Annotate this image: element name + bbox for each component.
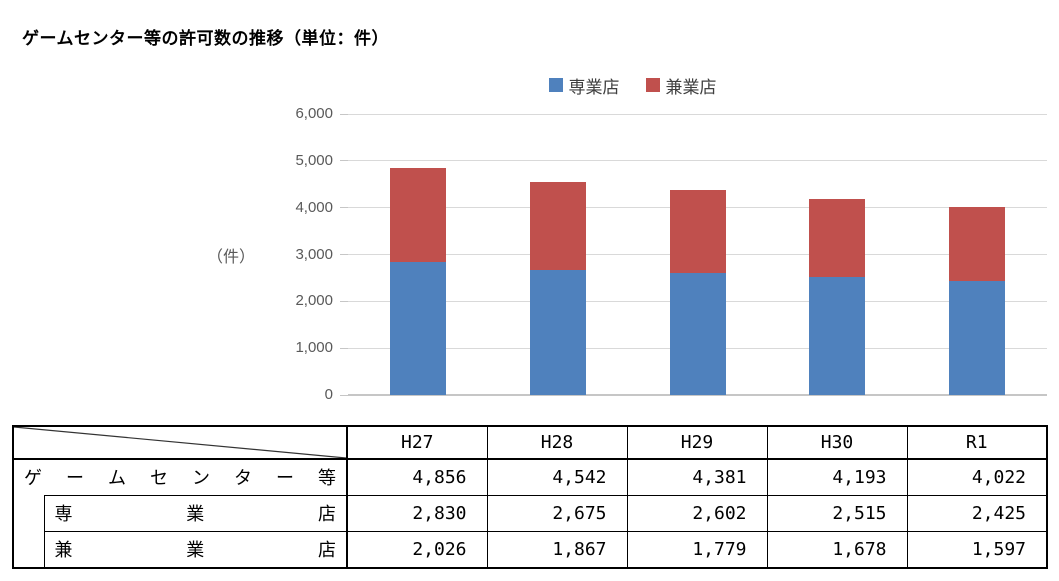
cell-total-h27: 4,856	[346, 458, 488, 496]
col-header-h28: H28	[486, 425, 628, 460]
col-header-h29: H29	[626, 425, 768, 460]
bar-segment-H27-kengyoten	[389, 167, 446, 263]
legend-label: 専業店	[568, 77, 620, 97]
cell-total-h29: 4,381	[626, 458, 768, 496]
bar-segment-H29-senyoten	[669, 273, 726, 395]
y-axis-tick-label: 2,000	[295, 292, 333, 310]
cell-total-h28: 4,542	[486, 458, 628, 496]
y-axis-tick-label: 5,000	[295, 151, 333, 169]
diagonal-line	[14, 427, 346, 458]
cell-total-r1: 4,022	[906, 458, 1048, 496]
legend: 専業店 兼業店	[215, 73, 1050, 98]
legend-swatch-blue	[548, 78, 563, 92]
indent-cell	[13, 495, 45, 531]
col-header-h30: H30	[766, 425, 908, 460]
y-axis-tick-label: 1,000	[295, 339, 333, 357]
table-row-kengyoten: 兼業店 2,026 1,867 1,779 1,678 1,597	[13, 530, 1048, 569]
row-label-game-center: ゲームセンター等	[12, 458, 348, 495]
cell-senyo-h30: 2,515	[766, 494, 908, 532]
table-corner-cell	[12, 425, 348, 460]
row-label-senyoten: 専業店	[43, 494, 348, 532]
cell-kengyo-h29: 1,779	[626, 530, 768, 569]
table-row-total: ゲームセンター等 4,856 4,542 4,381 4,193 4,022	[12, 458, 1048, 496]
y-axis-tick-label: 3,000	[295, 245, 333, 263]
data-table: H27 H28 H29 H30 R1 ゲームセンター等 4,856 4,542 …	[12, 425, 1048, 569]
cell-kengyo-r1: 1,597	[906, 530, 1048, 569]
y-axis-tick	[340, 300, 348, 302]
legend-swatch-red	[645, 78, 660, 92]
col-header-r1: R1	[906, 425, 1048, 460]
y-axis-tick-label: 6,000	[295, 105, 333, 122]
bar-segment-H27-senyoten	[389, 262, 446, 395]
legend-label: 兼業店	[665, 77, 717, 97]
bar-segment-R1-senyoten	[949, 281, 1006, 395]
cell-kengyo-h28: 1,867	[486, 530, 628, 569]
cell-total-h30: 4,193	[766, 458, 908, 496]
bar-segment-H29-kengyoten	[669, 189, 726, 274]
y-axis-tick	[340, 254, 348, 255]
y-axis-tick	[340, 394, 348, 396]
cell-senyo-h29: 2,602	[626, 494, 768, 532]
bar-segment-R1-kengyoten	[949, 206, 1006, 282]
bar-segment-H30-kengyoten	[809, 198, 866, 278]
gridline	[348, 113, 1047, 115]
y-axis-tick	[340, 160, 348, 162]
bar-segment-H30-senyoten	[809, 277, 866, 395]
cell-kengyo-h30: 1,678	[766, 530, 908, 569]
x-axis-line	[348, 394, 1047, 396]
cell-kengyo-h27: 2,026	[346, 530, 488, 569]
y-axis-tick-label: 4,000	[295, 198, 333, 216]
cell-senyo-h27: 2,830	[346, 494, 488, 532]
y-axis-tick-label: 0	[324, 386, 333, 403]
table-header-row: H27 H28 H29 H30 R1	[12, 425, 1048, 460]
y-axis-tick	[340, 113, 348, 115]
cell-senyo-h28: 2,675	[486, 494, 628, 532]
legend-item-senyoten: 専業店	[548, 73, 620, 98]
chart: 専業店 兼業店 （件） 0 1,000 2,000 3,000 4,000 5,000 6,…	[0, 60, 1059, 420]
row-label-kengyoten: 兼業店	[43, 530, 348, 569]
y-axis-tick	[340, 207, 348, 209]
gridline	[348, 160, 1047, 162]
plot-area	[348, 113, 1047, 396]
cell-senyo-r1: 2,425	[906, 494, 1048, 532]
legend-item-kengyoten: 兼業店	[645, 73, 717, 98]
chart-title: ゲームセンター等の許可数の推移（単位：件）	[22, 29, 389, 48]
bar-segment-H28-kengyoten	[529, 182, 586, 270]
indent-cell	[13, 531, 45, 568]
col-header-h27: H27	[346, 425, 488, 460]
bar-segment-H28-senyoten	[529, 269, 586, 395]
y-axis-tick	[340, 347, 348, 349]
y-axis-unit-label: （件）	[207, 249, 256, 266]
table-row-senyoten: 専業店 2,830 2,675 2,602 2,515 2,425	[13, 494, 1048, 532]
